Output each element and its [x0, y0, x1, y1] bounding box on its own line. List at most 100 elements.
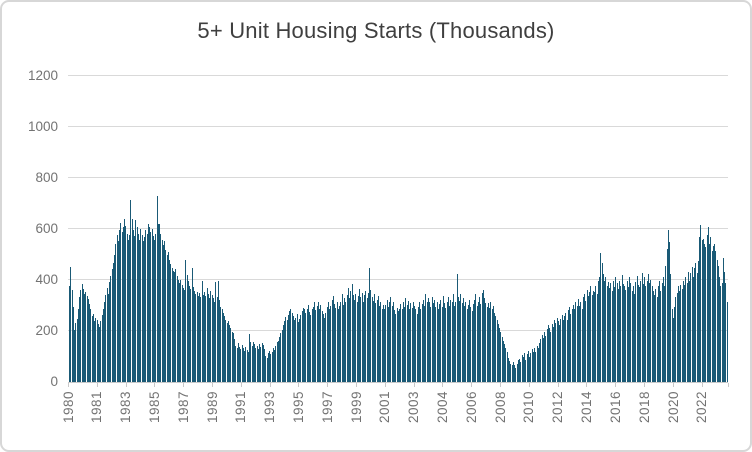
- bar: [726, 301, 728, 382]
- bar: [582, 297, 584, 382]
- bar: [680, 284, 682, 382]
- bar: [695, 263, 697, 382]
- bar: [280, 333, 282, 382]
- gridline: [68, 279, 728, 280]
- bar: [694, 267, 695, 382]
- bar: [576, 306, 578, 382]
- bar: [661, 283, 663, 382]
- bar: [591, 294, 593, 382]
- bar: [317, 301, 319, 382]
- bar: [664, 285, 665, 382]
- x-axis-tick: [269, 383, 271, 387]
- bar: [126, 233, 128, 382]
- bar: [511, 365, 513, 382]
- bar: [141, 235, 143, 382]
- bar: [627, 287, 629, 382]
- bar: [206, 288, 208, 382]
- bar: [581, 308, 583, 382]
- bar: [246, 350, 248, 382]
- x-axis-tick-label: 2008: [492, 391, 508, 424]
- bar: [579, 306, 580, 382]
- bar: [631, 290, 633, 382]
- bar: [312, 306, 314, 382]
- bar: [539, 343, 540, 382]
- chart-title: 5+ Unit Housing Starts (Thousands): [197, 18, 555, 43]
- bar: [199, 293, 200, 382]
- y-axis-tick-label: 0: [50, 374, 58, 389]
- bar: [720, 286, 722, 382]
- bar: [241, 345, 243, 382]
- bar: [401, 309, 403, 382]
- x-axis-tick-label: 2014: [579, 391, 595, 424]
- bar: [696, 272, 698, 382]
- bar: [134, 236, 135, 382]
- bar: [646, 280, 648, 382]
- bar: [660, 291, 662, 382]
- bar: [301, 311, 303, 382]
- bar: [131, 219, 133, 382]
- bar: [370, 289, 372, 382]
- bar: [699, 237, 700, 382]
- bar: [232, 333, 234, 382]
- bar: [105, 294, 107, 382]
- bar: [419, 301, 420, 382]
- x-axis-tick-label: 1987: [175, 391, 191, 424]
- bar: [406, 305, 408, 382]
- bar: [704, 243, 705, 382]
- bar: [426, 302, 428, 382]
- bar: [546, 328, 548, 382]
- bar: [194, 290, 195, 382]
- bar: [86, 295, 88, 382]
- bar: [70, 266, 72, 382]
- bar: [547, 324, 549, 382]
- x-axis-tick: [500, 383, 502, 387]
- bar: [676, 293, 678, 382]
- bar: [372, 300, 374, 382]
- bar: [190, 288, 192, 382]
- bar: [706, 235, 708, 382]
- bar: [361, 293, 363, 382]
- bar: [166, 255, 168, 382]
- bar: [501, 336, 503, 382]
- x-axis-tick: [68, 383, 69, 387]
- bar: [537, 347, 539, 382]
- bar: [647, 273, 649, 382]
- bar: [506, 351, 508, 382]
- bar: [570, 313, 572, 382]
- bar: [217, 281, 219, 382]
- y-axis-tick-label: 800: [35, 170, 58, 186]
- x-axis-tick-label: 2016: [607, 391, 623, 424]
- bar: [346, 294, 348, 382]
- bar: [144, 237, 145, 382]
- bar: [127, 239, 129, 382]
- bar: [434, 299, 435, 382]
- bar: [604, 281, 605, 382]
- bar: [215, 282, 217, 382]
- bar: [289, 311, 290, 382]
- bar: [375, 303, 377, 382]
- bar: [239, 346, 240, 382]
- bar: [666, 249, 668, 382]
- bar: [267, 353, 269, 382]
- bar: [692, 276, 694, 382]
- bar: [710, 237, 712, 382]
- bar: [524, 352, 525, 382]
- bar: [684, 284, 685, 382]
- bar: [252, 341, 254, 382]
- bar: [345, 301, 347, 382]
- bar: [607, 282, 609, 382]
- bar: [536, 345, 538, 382]
- bar: [260, 346, 262, 382]
- bar: [545, 335, 547, 382]
- bar: [265, 356, 267, 382]
- bar: [521, 355, 523, 382]
- bar: [395, 313, 397, 382]
- bar: [400, 304, 402, 382]
- bar: [324, 317, 325, 382]
- bar: [169, 260, 170, 382]
- x-axis-tick: [327, 383, 329, 387]
- bar: [467, 305, 469, 382]
- bar: [205, 295, 207, 382]
